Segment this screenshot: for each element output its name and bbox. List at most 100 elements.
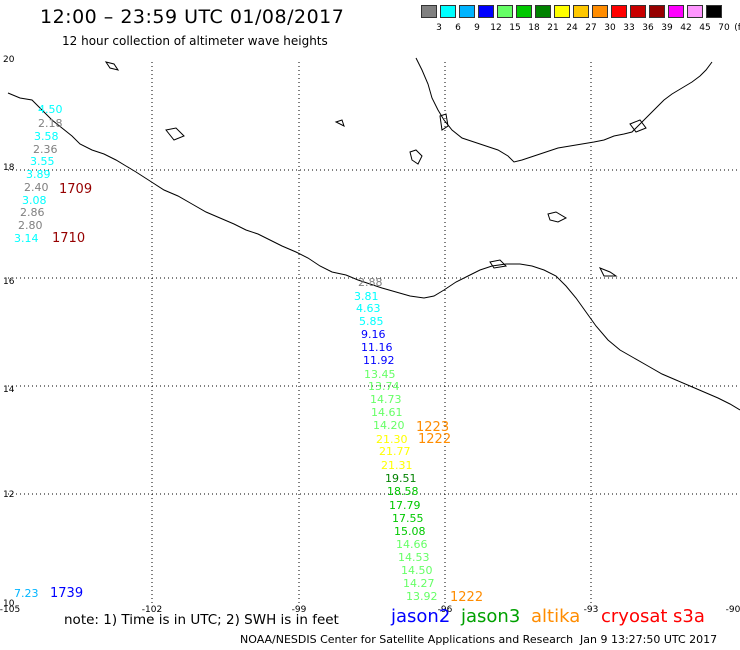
island-2 xyxy=(547,211,568,223)
lon-tick-label: -99 xyxy=(292,605,307,615)
scale-label: 30 xyxy=(604,23,616,33)
observation-label: 3.14 xyxy=(14,232,39,245)
observation-label: 21.31 xyxy=(381,459,413,472)
lat-tick-label: 12 xyxy=(3,490,14,500)
observation-label: 11.16 xyxy=(361,341,393,354)
mid-track-observations: 2.883.814.635.859.1611.1611.9213.4513.74… xyxy=(354,276,438,603)
map-title: 12:00 – 23:59 UTC 01/08/2017 xyxy=(40,6,345,28)
scale-label: 3 xyxy=(436,23,442,33)
scale-label: 18 xyxy=(528,23,540,33)
observation-label: 7.23 xyxy=(14,587,39,600)
observation-label: 14.61 xyxy=(371,406,403,419)
scale-label: 6 xyxy=(455,23,461,33)
gulf-coastline xyxy=(415,57,713,163)
observation-label: 3.89 xyxy=(26,168,51,181)
observation-label: 9.16 xyxy=(361,328,386,341)
observation-label: 4.50 xyxy=(38,103,63,116)
lat-tick-label: 10 xyxy=(3,599,15,609)
island-9 xyxy=(489,259,508,269)
satellite-legend-cryosat: cryosat xyxy=(601,606,668,627)
observation-label: 14.20 xyxy=(373,419,405,432)
pass-time-label: 1223 xyxy=(416,420,449,435)
island-5 xyxy=(104,61,120,71)
scale-label: 12 xyxy=(490,23,502,33)
pass-time-label: 1710 xyxy=(52,231,85,246)
scale-label: 45 xyxy=(699,23,711,33)
observation-label: 2.88 xyxy=(358,276,383,289)
map-subtitle: 12 hour collection of altimeter wave hei… xyxy=(62,34,328,48)
observation-label: 14.53 xyxy=(398,551,430,564)
pass-time-label: 1709 xyxy=(59,182,92,197)
observation-label: 13.92 xyxy=(406,590,438,603)
lat-tick-label: 20 xyxy=(3,55,15,65)
scale-swatch xyxy=(592,5,608,18)
observation-label: 5.85 xyxy=(359,315,384,328)
observation-label: 4.63 xyxy=(356,302,381,315)
scale-swatch xyxy=(440,5,456,18)
generation-timestamp: Jan 9 13:27:50 UTC 2017 xyxy=(580,633,718,646)
scale-swatch xyxy=(573,5,589,18)
observation-label: 2.36 xyxy=(33,143,58,156)
observation-label: 15.08 xyxy=(394,525,426,538)
observation-label: 17.55 xyxy=(392,512,424,525)
lat-tick-label: 18 xyxy=(3,163,15,173)
scale-swatch xyxy=(516,5,532,18)
lon-tick-label: -93 xyxy=(584,605,599,615)
observation-label: 3.58 xyxy=(34,130,59,143)
observation-label: 3.08 xyxy=(22,194,47,207)
observation-label: 18.58 xyxy=(387,485,419,498)
scale-swatch xyxy=(497,5,513,18)
scale-label: 9 xyxy=(474,23,480,33)
satellite-legend-s3a: s3a xyxy=(673,606,705,627)
observation-label: 13.74 xyxy=(368,380,400,393)
scale-swatch xyxy=(706,5,722,18)
map-grid xyxy=(8,62,740,605)
island-4 xyxy=(629,119,647,133)
island-3 xyxy=(439,113,449,131)
observation-label: 14.66 xyxy=(396,538,428,551)
scale-swatch xyxy=(459,5,475,18)
scale-unit-label: (ft) xyxy=(734,23,740,33)
scale-swatch xyxy=(668,5,684,18)
scale-swatch xyxy=(554,5,570,18)
lon-tick-label: -105 xyxy=(0,605,20,615)
scale-swatch xyxy=(611,5,627,18)
observation-label: 2.80 xyxy=(18,219,43,232)
observation-label: 2.18 xyxy=(38,117,63,130)
observation-label: 21.77 xyxy=(379,445,411,458)
pacific-coastline xyxy=(7,92,740,411)
satellite-legend-jason3: jason3 xyxy=(461,606,521,627)
pass-time-label: 1739 xyxy=(50,586,83,601)
observation-label: 2.86 xyxy=(20,206,45,219)
lon-tick-label: -90 xyxy=(726,605,740,615)
scale-label: 70 xyxy=(718,23,730,33)
coastline xyxy=(7,57,740,411)
scale-swatch xyxy=(535,5,551,18)
credit-line: NOAA/NESDIS Center for Satellite Applica… xyxy=(240,633,574,646)
observation-label: 14.73 xyxy=(370,393,402,406)
island-6 xyxy=(598,267,618,277)
lon-tick-label: -96 xyxy=(438,605,453,615)
scale-label: 42 xyxy=(680,23,692,33)
scale-label: 39 xyxy=(661,23,673,33)
scale-label: 15 xyxy=(509,23,521,33)
lat-tick-label: 14 xyxy=(3,385,15,395)
axis-lat-ticks: 20 18 16 14 12 10 xyxy=(3,55,15,609)
pass-time-label: 1222 xyxy=(450,590,483,605)
scale-swatch xyxy=(649,5,665,18)
west-track-observations: 4.502.183.582.363.553.892.403.082.862.80… xyxy=(14,103,63,245)
scale-swatch xyxy=(421,5,437,18)
scale-label: 27 xyxy=(585,23,597,33)
scale-swatch xyxy=(478,5,494,18)
lat-tick-label: 16 xyxy=(3,277,15,287)
footer-note: note: 1) Time is in UTC; 2) SWH is in fe… xyxy=(64,612,339,628)
lon-tick-label: -102 xyxy=(142,605,162,615)
observation-label: 14.27 xyxy=(403,577,435,590)
island-7 xyxy=(165,127,185,141)
scale-swatch xyxy=(687,5,703,18)
scale-swatch xyxy=(630,5,646,18)
satellite-legend-altika: altika xyxy=(531,606,581,627)
scale-label: 24 xyxy=(566,23,578,33)
